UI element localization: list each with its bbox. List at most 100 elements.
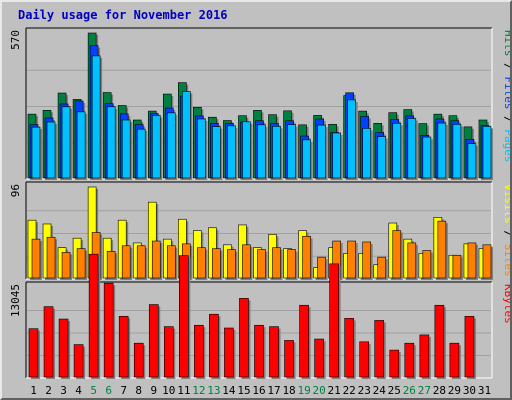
pages-bar	[467, 143, 477, 179]
sites-bar	[422, 250, 432, 279]
pages-bar	[392, 123, 402, 179]
kbytes-bar	[284, 340, 294, 378]
sites-bar	[482, 244, 492, 279]
pages-bar	[257, 124, 266, 179]
pages-bar	[91, 55, 101, 179]
pages-bar	[166, 112, 176, 179]
sites-bar	[76, 248, 86, 279]
kbytes-bar	[43, 306, 54, 378]
pages-bar	[151, 115, 161, 179]
kbytes-bar	[314, 338, 324, 378]
day-label: 17	[267, 384, 280, 397]
pages-bar	[46, 121, 56, 179]
mid-ymax-label: 96	[9, 184, 22, 197]
legend-visits: Visits	[502, 184, 512, 224]
legend-kbytes: KBytes	[502, 284, 512, 324]
kbytes-bar	[299, 304, 309, 378]
pages-bar	[482, 126, 492, 179]
legend-separator: /	[502, 224, 512, 244]
sites-bar	[46, 236, 56, 279]
kbytes-bar	[449, 342, 460, 378]
sites-bar	[166, 245, 176, 279]
sites-bar	[136, 245, 146, 279]
pages-bar	[61, 106, 71, 179]
pages-bar	[452, 124, 462, 179]
sites-bar	[61, 252, 71, 279]
day-label: 22	[343, 384, 356, 397]
kbytes-bar	[389, 349, 400, 378]
kbytes-bar	[374, 320, 385, 378]
pages-bar	[121, 119, 131, 179]
legend-separator: /	[502, 57, 512, 77]
kbytes-bar	[344, 318, 354, 378]
sites-bar	[31, 238, 41, 279]
sites-bar	[317, 256, 326, 279]
kbytes-bar	[464, 315, 475, 378]
pages-bar	[76, 111, 86, 179]
kbytes-bar	[209, 313, 219, 378]
legend-sites: Sites	[502, 244, 512, 277]
day-label: 11	[177, 384, 190, 397]
pages-bar	[437, 122, 447, 179]
kbytes-bar	[224, 327, 234, 378]
kbytes-bar	[103, 282, 114, 378]
pages-bar	[317, 124, 326, 179]
bot-legend: KBytes	[502, 284, 512, 324]
kbytes-bar	[269, 326, 279, 378]
bot-ymax-label: 13045	[9, 284, 22, 317]
kbytes-bar	[28, 328, 39, 378]
legend-hits: Hits	[502, 30, 512, 57]
kbytes-bar	[434, 304, 445, 378]
day-label: 3	[60, 384, 67, 397]
day-label: 14	[222, 384, 236, 397]
day-label: 21	[328, 384, 341, 397]
legend-separator: /	[502, 110, 512, 130]
sites-bar	[302, 235, 311, 279]
day-label: 29	[448, 384, 461, 397]
day-label: 23	[358, 384, 371, 397]
kbytes-bar	[359, 341, 370, 378]
mid-legend: Visits / Sites	[502, 184, 512, 277]
day-label: 12	[192, 384, 205, 397]
pages-bar	[197, 118, 206, 179]
top-ymax-label: 570	[9, 30, 22, 50]
sites-bar	[197, 247, 206, 279]
pages-bar	[136, 128, 146, 179]
day-label: 15	[237, 384, 250, 397]
sites-bar	[151, 240, 161, 279]
day-label: 24	[373, 384, 387, 397]
legend-pages: Pages	[502, 129, 512, 162]
pages-bar	[227, 125, 236, 179]
sites-bar	[467, 242, 477, 279]
sites-bar	[347, 240, 356, 279]
day-label: 28	[433, 384, 446, 397]
sites-bar	[242, 244, 251, 279]
kbytes-bar	[88, 253, 99, 378]
sites-bar	[392, 230, 402, 279]
top-legend: Hits / Files / Pages	[502, 30, 512, 163]
day-label: 30	[463, 384, 476, 397]
day-label: 10	[162, 384, 175, 397]
sites-bar	[377, 256, 387, 279]
day-label: 18	[282, 384, 295, 397]
pages-bar	[332, 132, 341, 179]
kbytes-bar	[163, 326, 174, 378]
pages-bar	[287, 124, 296, 179]
kbytes-bar	[118, 315, 129, 378]
kbytes-bar	[329, 263, 339, 378]
sites-bar	[287, 249, 296, 279]
kbytes-bar	[148, 304, 159, 378]
day-label: 13	[207, 384, 220, 397]
day-label: 20	[313, 384, 326, 397]
kbytes-bar	[254, 324, 264, 378]
sites-bar	[257, 249, 266, 279]
pages-bar	[182, 91, 191, 179]
pages-bar	[106, 106, 116, 179]
pages-bar	[272, 126, 281, 179]
sites-bar	[121, 245, 131, 279]
kbytes-bar	[419, 334, 430, 378]
day-label: 9	[150, 384, 157, 397]
sites-bar	[106, 251, 116, 279]
